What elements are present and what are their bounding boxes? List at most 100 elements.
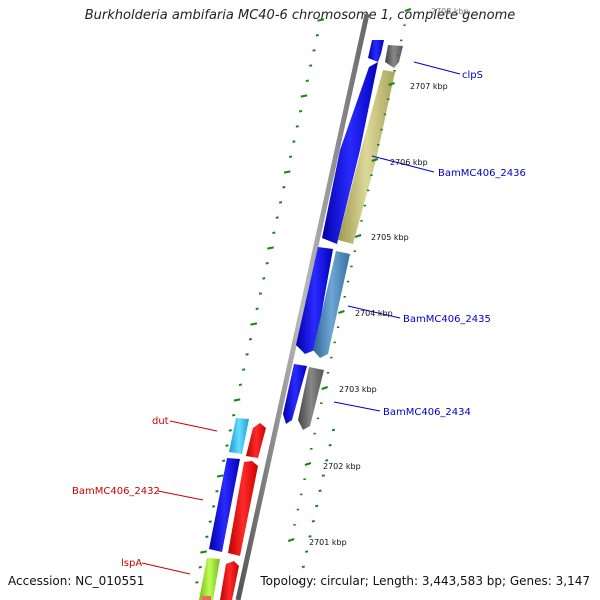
reverse-gene-track bbox=[199, 418, 249, 600]
tick-label-2703: 2703 kbp bbox=[339, 385, 377, 394]
track-dot bbox=[278, 201, 283, 204]
track-dot bbox=[318, 489, 322, 493]
leader-lspA bbox=[141, 562, 191, 575]
track-dot bbox=[258, 292, 263, 295]
track-dot bbox=[232, 413, 236, 417]
track-dot bbox=[250, 322, 258, 326]
gene-dut-red bbox=[246, 423, 266, 458]
tick-label-2708: 2708 kbp bbox=[431, 7, 469, 16]
track-dot bbox=[308, 535, 312, 538]
leader-BamMC406_2434 bbox=[333, 401, 381, 412]
track-dot bbox=[222, 459, 226, 463]
reverse-cds-track bbox=[220, 423, 266, 600]
page-title: Burkholderia ambifaria MC40-6 chromosome… bbox=[84, 8, 516, 23]
cds-forward-4 bbox=[283, 364, 307, 424]
track-dot bbox=[195, 581, 199, 584]
track-dot bbox=[300, 94, 308, 98]
gene-BamMC406_2432 bbox=[209, 458, 240, 552]
track-dot bbox=[275, 216, 279, 219]
track-dot bbox=[325, 459, 329, 462]
track-dot bbox=[311, 519, 315, 523]
cds-forward-3 bbox=[296, 247, 333, 354]
leader-BamMC406_2436 bbox=[371, 155, 435, 173]
forward-cds-track bbox=[283, 40, 384, 424]
scale-tick-major bbox=[404, 8, 412, 12]
scale-tick-major bbox=[338, 310, 345, 314]
scale-tick-major bbox=[354, 234, 362, 238]
chromosome-backbone bbox=[235, 13, 370, 600]
track-dot bbox=[292, 140, 296, 143]
label-dut: dut bbox=[152, 416, 169, 427]
leader-dut bbox=[169, 420, 218, 432]
track-dot bbox=[208, 520, 212, 523]
outer-dot-track bbox=[195, 18, 325, 584]
label-lspA: lspA bbox=[121, 558, 142, 569]
track-dot bbox=[272, 231, 276, 235]
track-dot bbox=[200, 550, 207, 554]
label-BamMC406_2435: BamMC406_2435 bbox=[403, 314, 491, 325]
label-BamMC406_2432: BamMC406_2432 bbox=[72, 486, 160, 497]
track-dot bbox=[267, 246, 274, 250]
label-BamMC406_2436: BamMC406_2436 bbox=[438, 168, 526, 179]
track-dot bbox=[328, 443, 332, 447]
accession-label: Accession: NC_010551 bbox=[8, 574, 145, 588]
track-dot bbox=[305, 550, 309, 553]
tick-label-2702: 2702 kbp bbox=[323, 462, 361, 471]
track-dot bbox=[238, 383, 242, 387]
track-dot bbox=[215, 489, 219, 493]
scale-ticks bbox=[287, 8, 412, 542]
tick-label-2704: 2704 kbp bbox=[355, 309, 393, 318]
track-dot bbox=[198, 565, 202, 569]
track-dot bbox=[225, 444, 229, 447]
track-dot bbox=[317, 18, 325, 22]
track-dot bbox=[265, 261, 269, 265]
tick-label-2706: 2706 kbp bbox=[390, 158, 428, 167]
gene-BamMC406_2434 bbox=[298, 367, 324, 430]
track-dot bbox=[315, 504, 319, 508]
track-dot bbox=[309, 64, 313, 67]
gene-BamMC406_2435 bbox=[313, 251, 350, 358]
topology-label: Topology: circular; Length: 3,443,583 bp… bbox=[260, 574, 590, 588]
track-dot bbox=[248, 337, 253, 341]
track-dot bbox=[205, 535, 209, 539]
gene-lspA-red bbox=[220, 561, 239, 600]
scale-tick-major bbox=[371, 158, 379, 162]
gene-BamMC406_2436 bbox=[338, 70, 395, 244]
track-dot bbox=[282, 185, 286, 189]
gene-track bbox=[298, 45, 403, 430]
track-dot bbox=[242, 368, 246, 371]
track-dot bbox=[301, 565, 305, 569]
track-dot bbox=[305, 79, 309, 83]
tick-label-2705: 2705 kbp bbox=[371, 233, 409, 242]
label-clpS: clpS bbox=[462, 70, 483, 81]
track-dot bbox=[255, 307, 259, 311]
gene-BamMC406_2432-red bbox=[228, 461, 258, 556]
track-dot bbox=[233, 398, 241, 402]
gene-lspA bbox=[199, 558, 220, 600]
gene-small-red bbox=[202, 596, 211, 600]
gene-dut bbox=[229, 418, 249, 454]
track-dot bbox=[262, 277, 266, 280]
track-dot bbox=[245, 353, 249, 356]
track-dot bbox=[331, 428, 336, 432]
scale-tick-major bbox=[304, 462, 312, 466]
track-dot bbox=[299, 109, 303, 113]
scale-tick-major bbox=[321, 386, 328, 390]
inner-dot-track bbox=[298, 428, 336, 584]
leader-BamMC406_2435 bbox=[347, 305, 401, 319]
cds-forward-1 bbox=[368, 40, 384, 62]
track-dot bbox=[212, 505, 216, 508]
leader-BamMC406_2432 bbox=[157, 490, 204, 501]
label-BamMC406_2434: BamMC406_2434 bbox=[383, 407, 471, 418]
label-leaders bbox=[141, 61, 461, 575]
leader-clpS bbox=[413, 61, 461, 75]
track-dot bbox=[315, 33, 319, 37]
track-dot bbox=[216, 474, 224, 478]
track-dot bbox=[298, 580, 302, 584]
scale-tick-major bbox=[388, 82, 395, 86]
track-dot bbox=[321, 474, 325, 477]
tick-label-2701: 2701 kbp bbox=[309, 538, 347, 547]
tick-label-2707: 2707 kbp bbox=[410, 82, 448, 91]
track-dot bbox=[283, 170, 291, 174]
